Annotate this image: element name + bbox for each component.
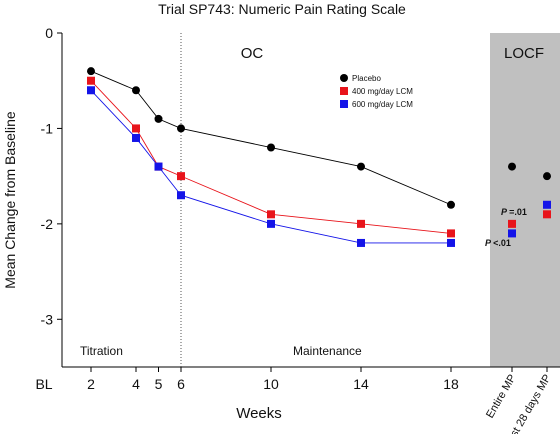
data-point xyxy=(357,162,365,171)
locf-region xyxy=(490,33,560,367)
data-point xyxy=(267,219,275,228)
x-tick-label: 4 xyxy=(132,376,140,392)
x-tick-label: BL xyxy=(35,376,52,392)
data-point xyxy=(177,124,185,133)
data-point xyxy=(87,67,95,76)
data-point xyxy=(87,86,95,95)
x-tick-label: 6 xyxy=(177,376,185,392)
x-tick-label: 5 xyxy=(155,376,163,392)
locf-region-label: LOCF xyxy=(504,45,544,62)
y-tick-label: 0 xyxy=(45,25,53,41)
y-tick-label: -3 xyxy=(41,311,54,327)
x-category-label: Entire MP xyxy=(484,373,519,421)
legend-label: 400 mg/day LCM xyxy=(352,87,413,96)
data-point xyxy=(132,124,140,133)
data-point xyxy=(357,238,365,247)
x-tick-label: 2 xyxy=(87,376,95,392)
data-point xyxy=(177,172,185,181)
data-point xyxy=(447,229,455,238)
legend-marker xyxy=(340,100,348,108)
legend-label: 600 mg/day LCM xyxy=(352,100,413,109)
data-point xyxy=(508,162,516,171)
data-point xyxy=(154,162,163,171)
legend-label: Placebo xyxy=(352,74,381,83)
p-value-annotation: P =.01 xyxy=(501,207,527,217)
series-group xyxy=(87,67,551,247)
x-axis-label: Weeks xyxy=(236,405,282,422)
data-point xyxy=(357,219,365,228)
x-tick-label: 18 xyxy=(443,376,459,392)
p-value-annotation: P <.01 xyxy=(485,238,511,248)
data-point xyxy=(447,200,455,209)
y-tick-label: -2 xyxy=(41,216,54,232)
legend: Placebo 400 mg/day LCM 600 mg/day LCM xyxy=(340,74,413,109)
data-point xyxy=(132,133,140,142)
x-tick-label: 10 xyxy=(263,376,279,392)
chart-title: Trial SP743: Numeric Pain Rating Scale xyxy=(158,1,406,17)
y-axis-label: Mean Change from Baseline xyxy=(2,111,18,289)
data-point xyxy=(177,191,185,200)
data-point xyxy=(447,238,455,247)
data-point xyxy=(132,86,140,95)
data-point xyxy=(87,76,95,85)
maintenance-label: Maintenance xyxy=(293,344,362,358)
data-point xyxy=(543,172,551,181)
data-point xyxy=(154,114,163,123)
legend-marker xyxy=(340,74,348,82)
oc-region-label: OC xyxy=(241,45,264,62)
data-point xyxy=(543,200,551,209)
data-point xyxy=(267,143,275,152)
data-point xyxy=(543,210,551,219)
x-tick-label: 14 xyxy=(353,376,369,392)
y-tick-label: -1 xyxy=(41,120,54,136)
data-point xyxy=(267,210,275,219)
data-point xyxy=(508,219,516,228)
titration-label: Titration xyxy=(80,344,123,358)
legend-marker xyxy=(340,87,348,95)
data-point xyxy=(508,229,516,238)
